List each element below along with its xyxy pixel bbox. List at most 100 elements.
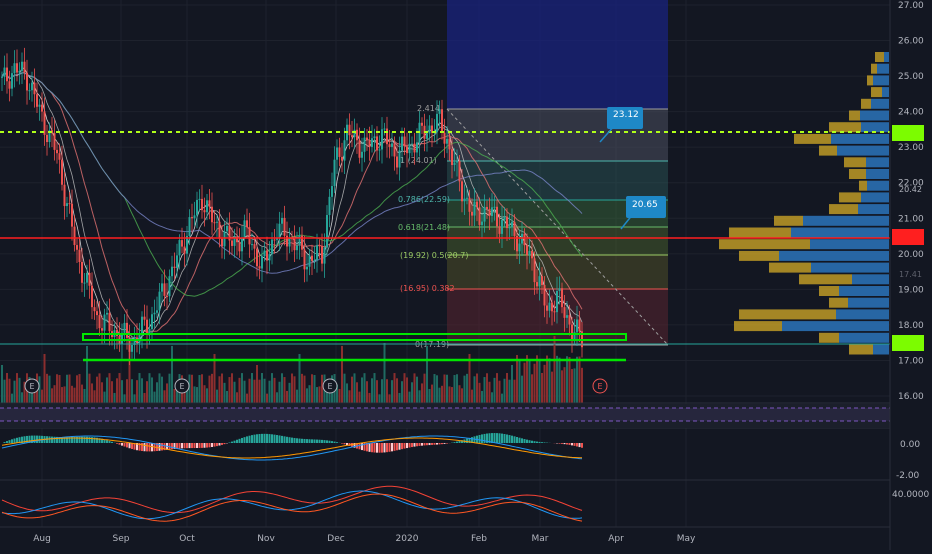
- candle-body: [501, 220, 503, 234]
- candle-body: [214, 222, 216, 223]
- volume-bar: [416, 377, 418, 403]
- volume-bar: [556, 356, 558, 403]
- volume-bar: [496, 373, 498, 403]
- candle-body: [334, 160, 336, 186]
- candle-body: [529, 251, 531, 255]
- candle-body: [524, 234, 526, 245]
- candle-body: [566, 315, 568, 318]
- candle-body: [511, 222, 513, 228]
- candle-body: [526, 245, 528, 255]
- volume-bar: [111, 381, 113, 403]
- macd-histogram-bar: [89, 437, 91, 443]
- macd-histogram-bar: [269, 434, 271, 443]
- fib-upper-block: [447, 0, 668, 109]
- macd-histogram-bar: [419, 443, 421, 446]
- candle-body: [194, 215, 196, 218]
- candle-body: [179, 240, 181, 255]
- candle-body: [29, 90, 31, 91]
- volume-bar: [294, 376, 296, 403]
- volume-bar: [369, 393, 371, 403]
- price-tick-label: 23.00: [898, 143, 924, 153]
- macd-histogram-bar: [181, 443, 183, 448]
- candle-body: [109, 313, 111, 331]
- volume-bar: [569, 357, 571, 403]
- volume-bar: [296, 390, 298, 403]
- volume-bar: [104, 392, 106, 403]
- volume-bar: [279, 382, 281, 403]
- volume-bar: [536, 355, 538, 403]
- candle-body: [166, 296, 168, 297]
- volume-profile-bar-sell: [829, 204, 858, 214]
- macd-histogram-bar: [404, 443, 406, 449]
- candle-body: [366, 138, 368, 141]
- volume-bar: [94, 390, 96, 403]
- volume-bar: [199, 375, 201, 403]
- candle-body: [274, 240, 276, 241]
- volume-bar: [39, 376, 41, 403]
- macd-histogram-bar: [376, 443, 378, 453]
- candle-body: [154, 313, 156, 315]
- macd-histogram-bar: [576, 443, 578, 446]
- volume-bar: [379, 394, 381, 403]
- volume-bar: [196, 387, 198, 403]
- macd-histogram-bar: [189, 443, 191, 448]
- candle-body: [209, 200, 211, 206]
- volume-bar: [539, 359, 541, 403]
- volume-bar: [161, 377, 163, 403]
- macd-histogram-bar: [504, 434, 506, 443]
- volume-bar: [49, 376, 51, 403]
- candle-body: [76, 245, 78, 250]
- volume-bar: [299, 354, 301, 403]
- macd-histogram-bar: [306, 439, 308, 443]
- candle-body: [176, 255, 178, 268]
- volume-bar: [69, 374, 71, 403]
- candle-body: [489, 209, 491, 216]
- candle-body: [451, 149, 453, 165]
- volume-bar: [51, 388, 53, 403]
- candle-body: [69, 203, 71, 204]
- volume-profile-bar-buy: [831, 134, 889, 144]
- candle-body: [546, 305, 548, 310]
- candle-body: [324, 247, 326, 263]
- volume-bar: [271, 373, 273, 403]
- macd-histogram-bar: [499, 433, 501, 443]
- macd-histogram-bar: [224, 443, 226, 444]
- volume-bar: [364, 373, 366, 403]
- volume-profile-bar-sell: [739, 309, 836, 319]
- candle-body: [339, 147, 341, 156]
- candle-body: [79, 250, 81, 262]
- volume-bar: [46, 374, 48, 403]
- volume-bar: [464, 376, 466, 403]
- macd-histogram-bar: [9, 440, 11, 443]
- volume-profile-bar-sell: [829, 122, 861, 132]
- volume-bar: [391, 380, 393, 403]
- macd-histogram-bar: [171, 443, 173, 449]
- macd-histogram-bar: [409, 443, 411, 448]
- candle-body: [239, 242, 241, 251]
- candle-body: [479, 207, 481, 225]
- macd-histogram-bar: [309, 439, 311, 443]
- volume-bar: [74, 388, 76, 403]
- macd-histogram-bar: [544, 442, 546, 443]
- macd-histogram-bar: [336, 442, 338, 443]
- candle-body: [101, 328, 103, 330]
- dmi-tick-40: 40.0000: [892, 490, 929, 500]
- fib-label-1: 1 (24.01): [400, 156, 437, 165]
- volume-bar: [459, 385, 461, 403]
- candle-body: [486, 207, 488, 209]
- candle-body: [34, 83, 36, 95]
- candle-body: [61, 160, 63, 185]
- macd-histogram-bar: [331, 441, 333, 443]
- volume-bar: [429, 389, 431, 403]
- candle-body: [254, 244, 256, 249]
- volume-bar: [201, 374, 203, 403]
- volume-bar: [284, 377, 286, 403]
- macd-histogram-bar: [214, 443, 216, 447]
- volume-bar: [139, 373, 141, 403]
- macd-histogram-bar: [36, 436, 38, 443]
- volume-bar: [456, 374, 458, 403]
- volume-profile-bar-buy: [836, 309, 889, 319]
- volume-bar: [339, 389, 341, 403]
- volume-bar: [174, 389, 176, 403]
- macd-histogram-bar: [196, 443, 198, 448]
